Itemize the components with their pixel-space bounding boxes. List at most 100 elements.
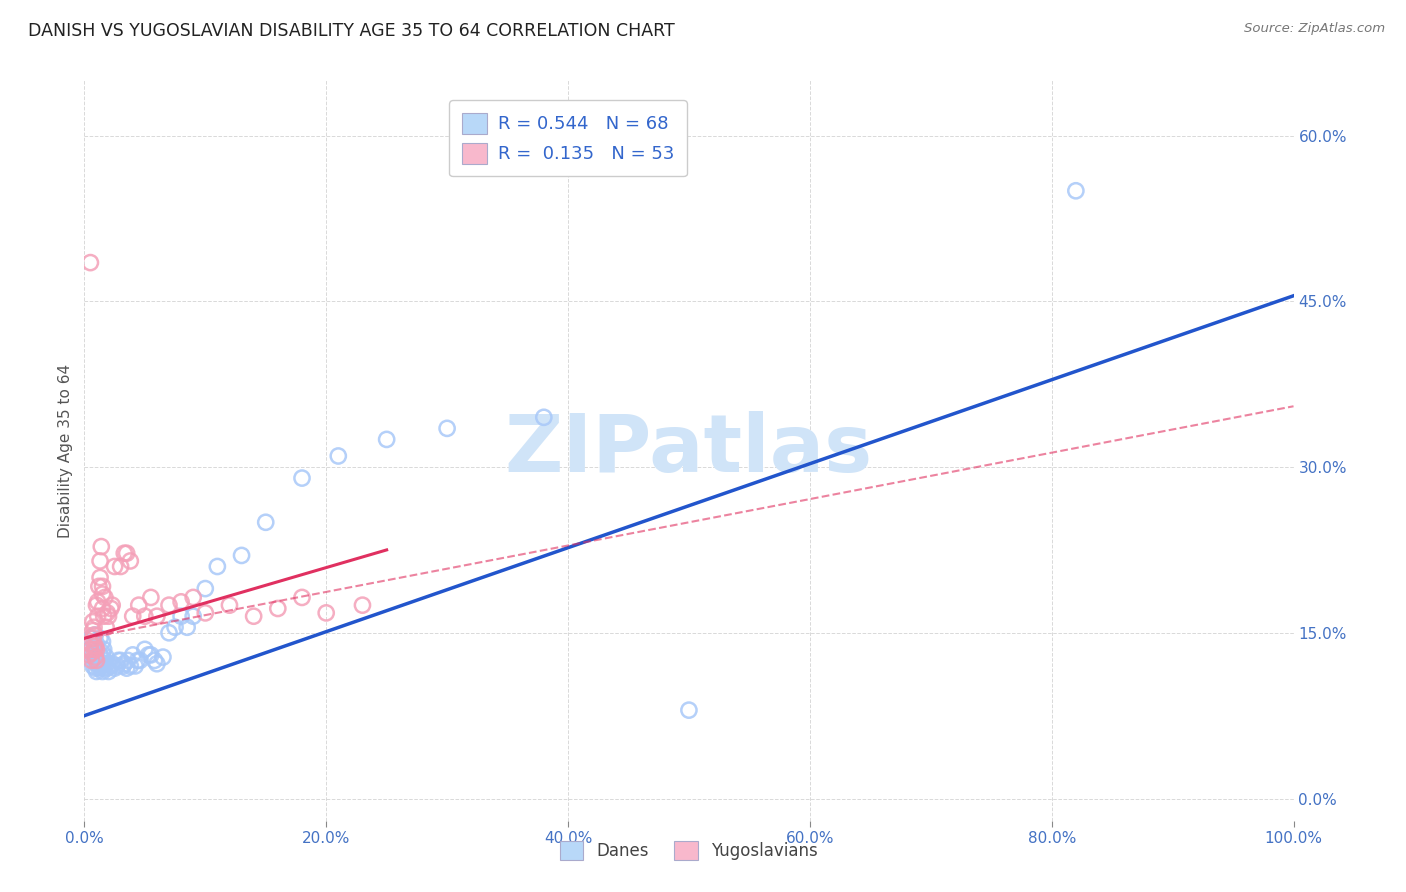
Point <box>120 659 142 673</box>
Point <box>89 648 111 662</box>
Point <box>97 609 120 624</box>
Point <box>93 653 115 667</box>
Point <box>94 650 117 665</box>
Point <box>121 609 143 624</box>
Point <box>100 659 122 673</box>
Point <box>157 625 180 640</box>
Point <box>77 648 100 662</box>
Point <box>91 646 114 660</box>
Point <box>134 609 156 624</box>
Point <box>96 661 118 675</box>
Point <box>157 598 180 612</box>
Point <box>89 554 111 568</box>
Point <box>124 659 146 673</box>
Point <box>134 642 156 657</box>
Point <box>91 634 114 648</box>
Point <box>80 646 103 660</box>
Point <box>143 653 166 667</box>
Point <box>89 570 111 584</box>
Point <box>93 661 115 675</box>
Point <box>218 598 240 612</box>
Point <box>533 410 555 425</box>
Point <box>678 703 700 717</box>
Point <box>128 598 150 612</box>
Point <box>138 648 160 662</box>
Point <box>110 653 132 667</box>
Point <box>91 601 114 615</box>
Text: Source: ZipAtlas.com: Source: ZipAtlas.com <box>1244 22 1385 36</box>
Point <box>84 650 107 665</box>
Point <box>94 620 117 634</box>
Point <box>84 661 107 675</box>
Point <box>79 632 101 646</box>
Point <box>170 609 193 624</box>
Point <box>86 637 108 651</box>
Point <box>139 591 162 605</box>
Point <box>86 648 108 662</box>
Point <box>79 642 101 657</box>
Point <box>79 255 101 269</box>
Point <box>315 606 337 620</box>
Point <box>84 628 107 642</box>
Point <box>165 620 187 634</box>
Point <box>107 653 129 667</box>
Point <box>89 632 111 646</box>
Point <box>83 637 105 651</box>
Point <box>86 595 108 609</box>
Point <box>176 620 198 634</box>
Point <box>375 433 398 447</box>
Point <box>112 659 135 673</box>
Point <box>82 624 104 638</box>
Point <box>82 648 104 662</box>
Point <box>94 659 117 673</box>
Point <box>101 598 124 612</box>
Point <box>86 598 108 612</box>
Point <box>1064 184 1087 198</box>
Point <box>86 665 108 679</box>
Point <box>84 650 107 665</box>
Point <box>87 579 110 593</box>
Point <box>91 587 114 601</box>
Point <box>86 653 108 667</box>
Point <box>254 516 277 530</box>
Text: ZIPatlas: ZIPatlas <box>505 411 873 490</box>
Point <box>121 648 143 662</box>
Point <box>242 609 264 624</box>
Point <box>112 657 135 671</box>
Point <box>96 657 118 671</box>
Y-axis label: Disability Age 35 to 64: Disability Age 35 to 64 <box>58 363 73 538</box>
Point <box>105 659 128 673</box>
Point <box>110 559 132 574</box>
Point <box>181 609 204 624</box>
Point <box>181 591 204 605</box>
Point <box>80 653 103 667</box>
Point <box>139 648 162 662</box>
Point <box>86 653 108 667</box>
Point <box>328 449 350 463</box>
Point <box>93 609 115 624</box>
Point <box>86 609 108 624</box>
Point <box>207 559 229 574</box>
Point <box>115 546 138 560</box>
Point <box>82 615 104 629</box>
Point <box>194 582 217 596</box>
Point <box>79 637 101 651</box>
Point <box>231 549 253 563</box>
Point <box>87 661 110 675</box>
Point <box>146 609 169 624</box>
Point <box>115 661 138 675</box>
Point <box>86 642 108 657</box>
Point <box>291 591 314 605</box>
Point <box>89 659 111 673</box>
Point <box>127 653 149 667</box>
Point <box>82 659 104 673</box>
Point <box>436 421 458 435</box>
Point <box>91 657 114 671</box>
Point <box>267 601 290 615</box>
Point <box>83 642 105 657</box>
Point <box>90 650 112 665</box>
Point <box>83 653 105 667</box>
Point <box>97 665 120 679</box>
Text: DANISH VS YUGOSLAVIAN DISABILITY AGE 35 TO 64 CORRELATION CHART: DANISH VS YUGOSLAVIAN DISABILITY AGE 35 … <box>28 22 675 40</box>
Point <box>104 661 127 675</box>
